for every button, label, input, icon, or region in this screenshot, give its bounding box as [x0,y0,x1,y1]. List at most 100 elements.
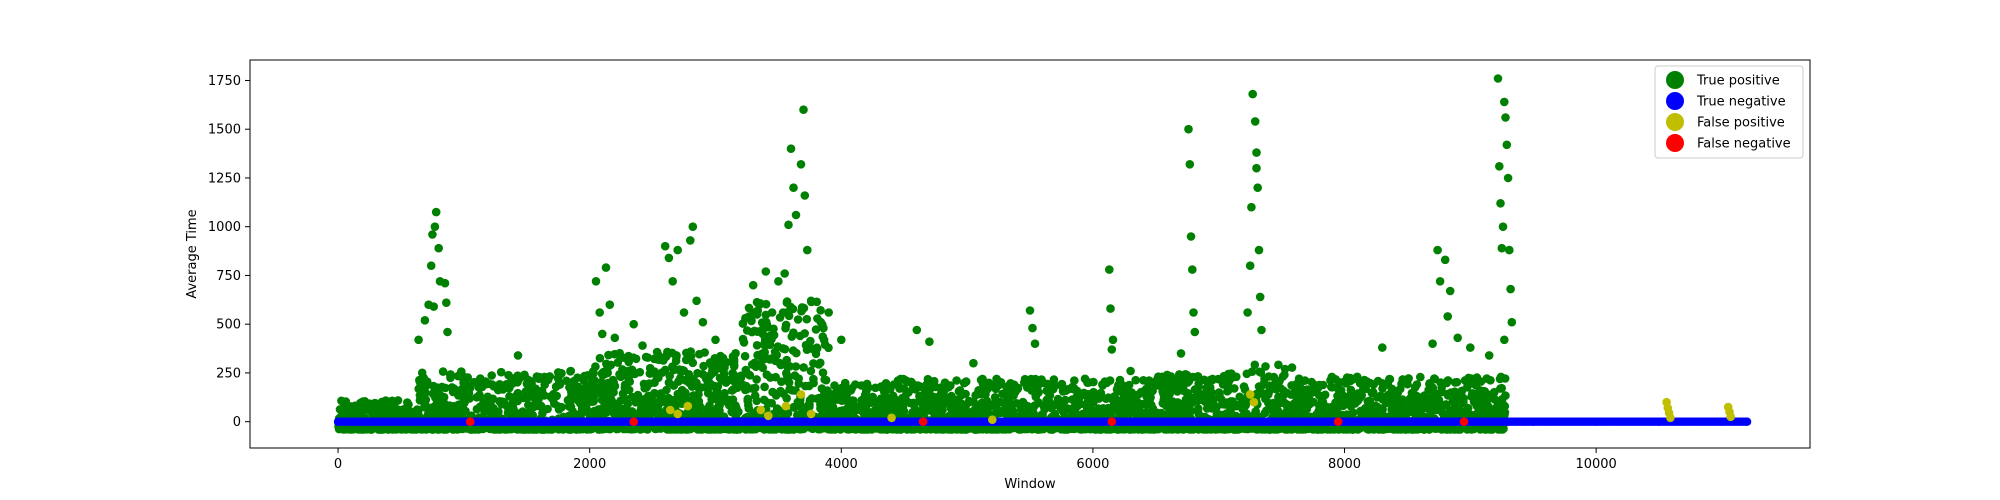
true-positive-point [668,277,677,286]
true-positive-point [806,366,816,376]
true-positive-point [929,376,939,386]
true-positive-point [837,396,847,406]
true-positive-point [549,389,558,399]
true-positive-point [703,424,712,433]
true-positive-point [1154,410,1164,419]
true-positive-point [473,425,483,434]
true-positive-point [889,407,899,416]
true-positive-point [780,269,789,278]
true-positive-point [781,323,790,333]
true-positive-point [1071,410,1081,420]
true-positive-point [969,397,978,407]
true-positive-point [1501,391,1510,400]
true-positive-point [1412,380,1422,389]
true-positive-point [1045,400,1054,409]
true-positive-point [808,344,817,354]
true-positive-point [1018,424,1028,433]
true-positive-point [1379,380,1388,390]
true-positive-point [480,407,489,417]
true-positive-point [416,381,425,391]
true-positive-point [1282,400,1291,409]
true-positive-point [538,409,547,418]
true-positive-point [1403,379,1412,389]
true-positive-point [381,405,391,414]
true-positive-point [524,400,533,410]
true-positive-point [1018,409,1028,419]
true-positive-point [695,349,704,359]
true-positive-point [442,298,451,308]
true-positive-point [752,375,761,384]
true-positive-point [938,398,947,407]
true-positive-point [1257,325,1266,335]
true-positive-point [1224,369,1233,379]
true-positive-point [1142,391,1151,401]
true-positive-point [779,389,788,399]
true-positive-point [1131,393,1140,402]
true-positive-point [595,425,604,434]
true-positive-point [782,308,791,317]
true-positive-point [1332,424,1342,434]
true-positive-point [771,391,781,400]
true-positive-point [1502,140,1512,150]
true-positive-point [1327,383,1337,392]
true-positive-point [411,407,420,416]
true-positive-point [707,395,716,404]
true-positive-point [1123,399,1132,408]
true-positive-point [871,383,880,393]
true-positive-point [713,382,723,391]
true-positive-point [1189,308,1198,317]
true-positive-point [960,378,970,387]
true-positive-point [1252,163,1261,173]
true-positive-point [1101,394,1111,404]
true-positive-point [1254,245,1264,255]
true-positive-point [602,359,611,369]
true-positive-point [1274,392,1283,402]
true-positive-point [696,425,705,434]
true-positive-point [977,386,986,396]
true-positive-point [971,425,980,434]
true-positive-point [788,346,798,355]
true-positive-point [711,335,720,345]
true-positive-point [1028,323,1037,333]
true-positive-point [708,408,717,417]
true-positive-point [430,222,440,231]
true-positive-point [840,378,850,388]
true-positive-point [623,366,633,376]
true-positive-point [786,144,796,153]
true-positive-point [1445,286,1455,296]
true-positive-point [1154,424,1163,434]
true-positive-point [1094,394,1104,403]
true-positive-point [793,315,803,324]
true-positive-point [946,404,956,414]
true-positive-point [1242,409,1251,419]
true-positive-point [673,245,682,255]
true-positive-point [982,396,992,406]
true-positive-point [435,390,445,400]
true-positive-point [1253,183,1262,192]
true-positive-point [729,357,739,366]
true-positive-point [747,316,756,326]
true-positive-point [1247,367,1257,377]
true-positive-point [680,388,690,397]
true-positive-point [629,319,638,329]
true-positive-point [908,384,917,394]
true-positive-point [590,376,599,385]
true-positive-point [755,300,764,310]
true-positive-point [440,278,450,288]
true-positive-point [1506,284,1515,294]
true-positive-point [753,350,762,360]
true-positive-point [954,387,964,396]
true-positive-point [1430,374,1440,384]
true-positive-point [1245,261,1255,271]
true-positive-point [812,394,822,404]
true-positive-point [1232,372,1241,382]
true-positive-point [435,396,445,406]
true-positive-point [752,341,762,350]
true-positive-point [649,354,659,364]
true-positive-point [686,236,695,245]
true-positive-point [878,383,888,393]
true-positive-point [1428,339,1437,349]
true-positive-point [1414,400,1424,409]
true-positive-point [656,389,666,398]
true-positive-point [1424,385,1433,395]
